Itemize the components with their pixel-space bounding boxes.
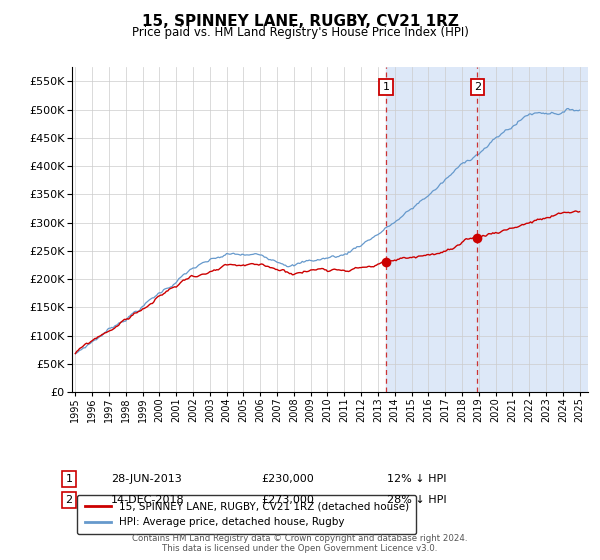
Text: £230,000: £230,000 bbox=[261, 474, 314, 484]
Text: 1: 1 bbox=[383, 82, 390, 92]
Text: 28-JUN-2013: 28-JUN-2013 bbox=[111, 474, 182, 484]
Text: 15, SPINNEY LANE, RUGBY, CV21 1RZ: 15, SPINNEY LANE, RUGBY, CV21 1RZ bbox=[142, 14, 458, 29]
Text: Contains HM Land Registry data © Crown copyright and database right 2024.
This d: Contains HM Land Registry data © Crown c… bbox=[132, 534, 468, 553]
Text: 1: 1 bbox=[65, 474, 73, 484]
Text: 2: 2 bbox=[474, 82, 481, 92]
Text: 12% ↓ HPI: 12% ↓ HPI bbox=[387, 474, 446, 484]
Text: 2: 2 bbox=[65, 495, 73, 505]
Legend: 15, SPINNEY LANE, RUGBY, CV21 1RZ (detached house), HPI: Average price, detached: 15, SPINNEY LANE, RUGBY, CV21 1RZ (detac… bbox=[77, 494, 416, 534]
Text: Price paid vs. HM Land Registry's House Price Index (HPI): Price paid vs. HM Land Registry's House … bbox=[131, 26, 469, 39]
Bar bbox=[478, 67, 588, 392]
Text: 28% ↓ HPI: 28% ↓ HPI bbox=[387, 495, 446, 505]
Text: £273,000: £273,000 bbox=[261, 495, 314, 505]
Text: 14-DEC-2018: 14-DEC-2018 bbox=[111, 495, 185, 505]
Bar bbox=[386, 67, 478, 392]
